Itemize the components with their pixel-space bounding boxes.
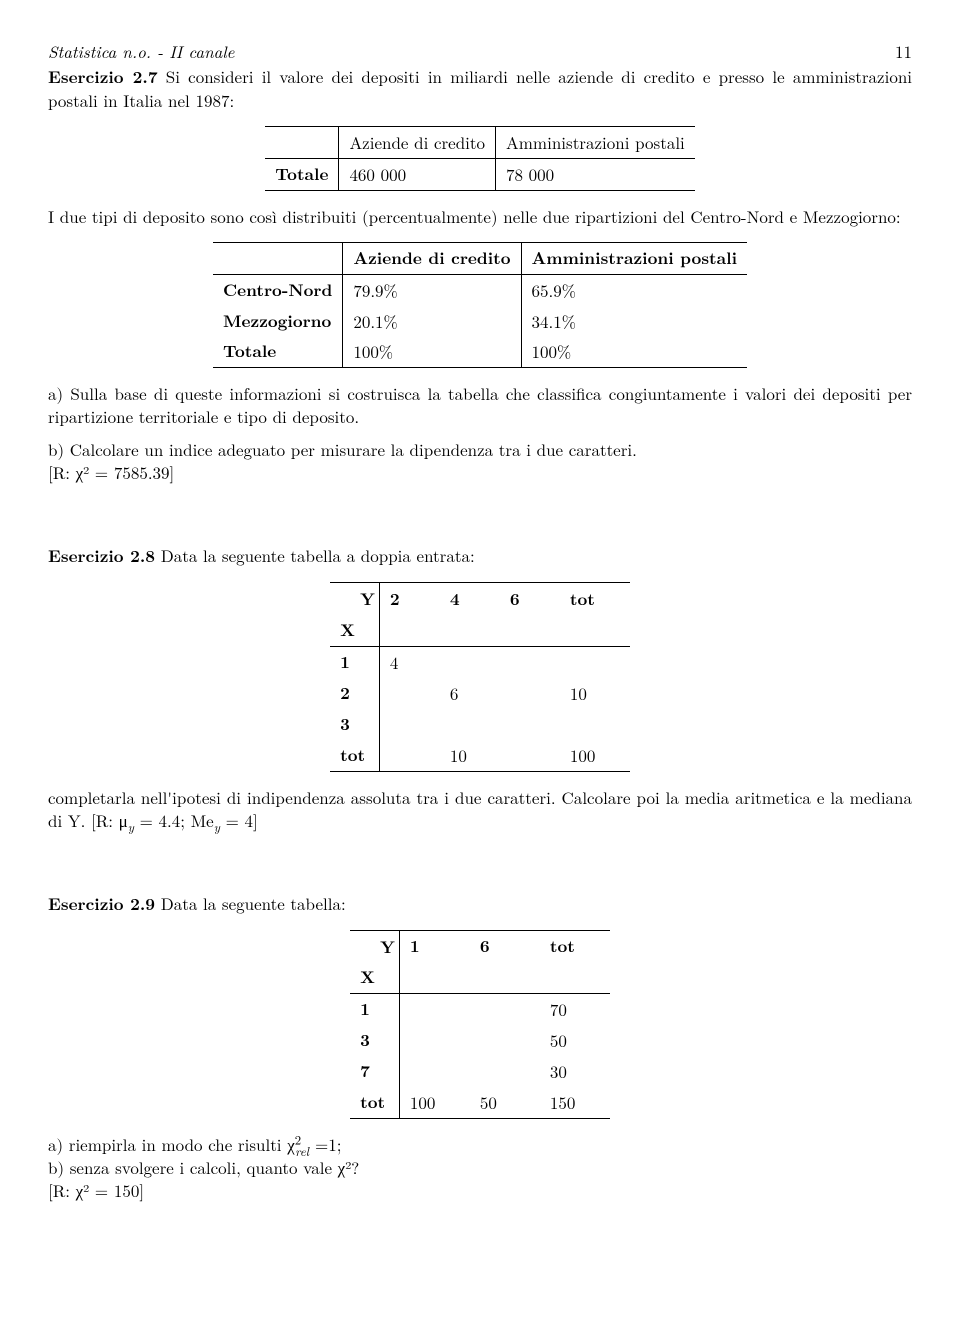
y-val: 6 (500, 583, 560, 615)
ex29-answer: [R: χ² = 150] (48, 1179, 912, 1202)
table-header: Amministrazioni postali (521, 242, 747, 274)
table-cell (500, 740, 560, 771)
y-label: Y (380, 935, 395, 959)
ex28-title-rest: Data la seguente tabella a doppia entrat… (155, 543, 475, 567)
table-cell (470, 994, 540, 1025)
table-cell (399, 1056, 470, 1087)
table-header: Amministrazioni postali (496, 126, 695, 158)
table-cell: 79.9% (343, 274, 521, 305)
ex29-line-a: a) riempirla in modo che risulti χ2rel=1… (48, 1133, 912, 1156)
y-val: 1 (399, 930, 470, 962)
ex28-title-bold: Esercizio 2.8 (48, 544, 155, 568)
table-cell: 100% (343, 336, 521, 367)
x-val: 1 (330, 646, 379, 677)
x-val: 2 (330, 678, 379, 709)
y-val: tot (560, 583, 630, 615)
table-cell (213, 242, 343, 274)
table-cell (399, 994, 470, 1025)
table-cell: 34.1% (521, 306, 747, 337)
table-cell (500, 678, 560, 709)
ex27-table2: Aziende di credito Amministrazioni posta… (213, 242, 747, 369)
table-cell: 100 (560, 740, 630, 771)
table-cell (560, 709, 630, 740)
ex28-table: Y 2 4 6 tot X 1 4 2 6 10 3 tot 10 100 (330, 582, 630, 772)
table-header: Aziende di credito (339, 126, 496, 158)
table-cell: 30 (540, 1056, 610, 1087)
table-cell: 78 000 (496, 158, 695, 190)
ex29-line-a-pre: a) riempirla in modo che risulti χ (48, 1132, 295, 1156)
table-cell: 460 000 (339, 158, 496, 190)
table-cell: 50 (470, 1087, 540, 1118)
table-cell (399, 1025, 470, 1056)
table-cell (500, 646, 560, 677)
x-val: 7 (350, 1056, 399, 1087)
table-cell (379, 678, 440, 709)
ex29-title-bold: Esercizio 2.9 (48, 892, 155, 916)
ex27-para-a: a) Sulla base di queste informazioni si … (48, 382, 912, 428)
ex28-post-text-mid: = 4.4; Me (134, 808, 214, 832)
ex27-mid-text: I due tipi di deposito sono così distrib… (48, 205, 912, 228)
y-val: tot (540, 930, 610, 962)
table-header: Aziende di credito (343, 242, 521, 274)
table-cell: 6 (440, 678, 500, 709)
page-number: 11 (895, 40, 912, 63)
ex27-title-bold: Esercizio 2.7 (48, 65, 158, 89)
table-cell (265, 126, 339, 158)
ex27-para-b: b) Calcolare un indice adeguato per misu… (48, 438, 912, 461)
ex28-post-text: completarla nell'ipotesi di indipendenza… (48, 786, 912, 832)
table-cell: 100% (521, 336, 747, 367)
table-cell: 65.9% (521, 274, 747, 305)
table-cell (470, 1025, 540, 1056)
table-cell (379, 709, 440, 740)
table-cell: 10 (560, 678, 630, 709)
table-cell: 4 (379, 646, 440, 677)
ex29-table: Y 1 6 tot X 1 70 3 50 7 30 tot 100 50 15… (350, 930, 610, 1120)
table-cell (500, 709, 560, 740)
table-cell: 10 (440, 740, 500, 771)
table-cell (440, 646, 500, 677)
table-row-label: Totale (265, 158, 339, 190)
ex28-title: Esercizio 2.8 Data la seguente tabella a… (48, 544, 912, 568)
y-val: 2 (379, 583, 440, 615)
ex27-title-rest: Si consideri il valore dei depositi in m… (48, 64, 912, 112)
y-label: Y (360, 587, 375, 611)
table-cell (379, 740, 440, 771)
table-cell: 20.1% (343, 306, 521, 337)
table-cell: 70 (540, 994, 610, 1025)
table-cell (470, 1056, 540, 1087)
table-cell: 50 (540, 1025, 610, 1056)
page-header: Statistica n.o. - II canale 11 (48, 40, 912, 63)
table-cell: 100 (399, 1087, 470, 1118)
table-cell: 150 (540, 1087, 610, 1118)
ex29-line-b: b) senza svolgere i calcoli, quanto vale… (48, 1156, 912, 1179)
subscript: rel (295, 1142, 309, 1160)
ex27-title: Esercizio 2.7 Si consideri il valore dei… (48, 65, 912, 112)
x-label: X (350, 962, 399, 993)
table-cell (440, 709, 500, 740)
x-label: X (330, 615, 379, 646)
x-val: 3 (330, 709, 379, 740)
header-left: Statistica n.o. - II canale (48, 40, 235, 63)
ex29-title-rest: Data la seguente tabella: (155, 891, 346, 915)
table-row-label: Centro-Nord (213, 274, 343, 305)
ex27-table1: Aziende di credito Amministrazioni posta… (265, 126, 695, 191)
ex28-post-text-end: = 4] (220, 808, 258, 832)
table-row-label: Totale (213, 336, 343, 367)
ex29-line-a-post: =1; (315, 1132, 341, 1156)
y-val: 6 (470, 930, 540, 962)
x-val: 1 (350, 994, 399, 1025)
x-val: tot (350, 1087, 399, 1118)
table-row-label: Mezzogiorno (213, 306, 343, 337)
ex29-title: Esercizio 2.9 Data la seguente tabella: (48, 892, 912, 916)
x-val: tot (330, 740, 379, 771)
table-cell (560, 646, 630, 677)
y-val: 4 (440, 583, 500, 615)
ex27-answer: [R: χ² = 7585.39] (48, 461, 912, 484)
x-val: 3 (350, 1025, 399, 1056)
